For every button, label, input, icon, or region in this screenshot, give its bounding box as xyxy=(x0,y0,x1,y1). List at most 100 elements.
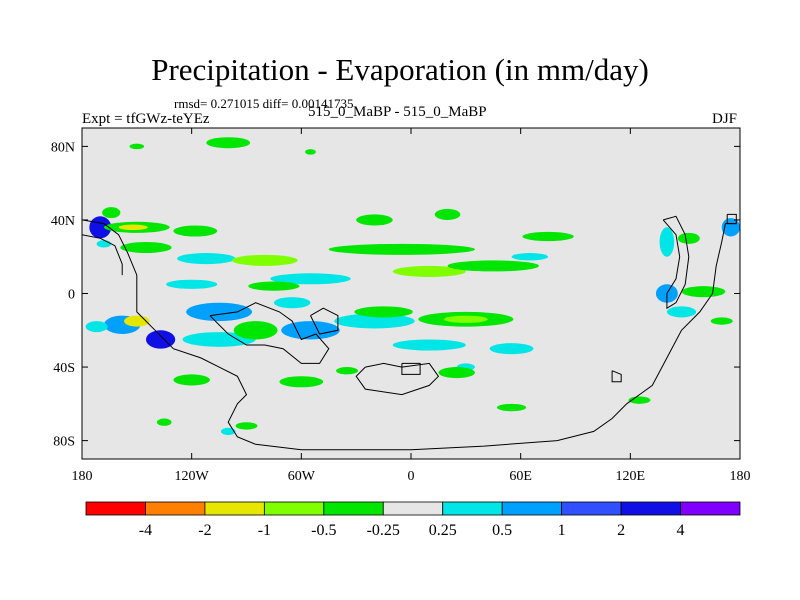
anomaly-patch xyxy=(206,137,251,149)
y-tick-label: 0 xyxy=(68,288,75,303)
anomaly-patch xyxy=(85,321,108,333)
anomaly-patch xyxy=(659,227,675,257)
anomaly-patch xyxy=(279,376,324,388)
anomaly-patch xyxy=(231,254,298,266)
anomaly-patch xyxy=(489,343,534,355)
chart-title: Precipitation - Evaporation (in mm/day) xyxy=(151,52,649,87)
colorbar-swatch xyxy=(263,501,325,516)
coastline xyxy=(82,234,123,276)
anomaly-patch xyxy=(304,149,316,155)
y-tick-label: 80N xyxy=(51,140,75,155)
coastline xyxy=(310,307,339,335)
anomaly-patch xyxy=(186,302,252,322)
anomaly-patch xyxy=(235,422,258,430)
anomaly-patch xyxy=(173,374,210,386)
coastline xyxy=(209,302,330,364)
colorbar-swatch xyxy=(204,501,265,516)
y-axis: 80N 40N 0 40S 80S xyxy=(51,140,740,450)
colorbar-swatch xyxy=(680,501,741,516)
anomaly-patch xyxy=(120,242,172,254)
anomaly-patch xyxy=(356,214,393,226)
anomaly-patch xyxy=(96,240,112,248)
colorbar-swatch xyxy=(561,501,622,516)
colorbar-swatch xyxy=(145,501,206,516)
x-tick-label: 60E xyxy=(509,469,532,484)
colorbar-label: 0.5 xyxy=(492,522,512,539)
colorbar-swatch xyxy=(620,501,681,516)
anomaly-patch xyxy=(511,253,549,261)
coastline xyxy=(726,213,737,225)
anomaly-patch xyxy=(273,297,311,309)
anomaly-patch xyxy=(522,231,574,242)
colorbar-swatch xyxy=(382,501,444,516)
anomaly-patch xyxy=(270,273,351,285)
anomaly-patch xyxy=(233,321,278,340)
anomaly-patch xyxy=(666,306,697,318)
anomaly-patch xyxy=(681,286,726,298)
anomaly-patch xyxy=(173,225,218,237)
colorbar-label: 0.25 xyxy=(429,522,457,539)
colorbar-swatch xyxy=(323,501,384,516)
anomaly-patch xyxy=(220,427,236,436)
x-tick-label: 60W xyxy=(288,469,316,484)
anomaly-patch xyxy=(334,313,415,329)
anomaly-patch xyxy=(281,321,340,340)
anomaly-patch xyxy=(677,232,700,244)
anomaly-patch xyxy=(496,403,527,412)
anomaly-patch xyxy=(102,207,121,219)
anomaly-patch xyxy=(166,279,218,289)
coastline xyxy=(355,362,440,396)
anomaly-patch xyxy=(145,330,176,349)
colorbar-label: 1 xyxy=(558,522,566,539)
colorbar-label: -0.25 xyxy=(367,522,400,539)
x-tick-label: 180 xyxy=(730,469,751,484)
colorbar-label: -2 xyxy=(198,522,211,539)
colorbar-label: 4 xyxy=(677,522,685,539)
season-label: DJF xyxy=(712,111,738,127)
anomaly-patch xyxy=(182,332,256,347)
anomaly-patch xyxy=(710,317,733,325)
y-tick-label: 40N xyxy=(51,214,75,229)
colorbar-label: -1 xyxy=(258,522,271,539)
anomaly-patch xyxy=(354,306,413,318)
x-tick-label: 0 xyxy=(408,469,415,484)
anomaly-patch xyxy=(392,339,466,351)
y-tick-label: 80S xyxy=(53,435,75,450)
x-tick-label: 180 xyxy=(72,469,93,484)
colorbar-label: -0.5 xyxy=(311,522,336,539)
anomaly-patch xyxy=(177,253,236,265)
colorbar-swatch xyxy=(442,501,503,516)
anomaly-patch xyxy=(447,260,539,272)
case-label: 515_0_MaBP - 515_0_MaBP xyxy=(308,104,487,120)
x-axis: 180 120W 60W 0 60E 120E 180 xyxy=(72,128,751,484)
anomaly-patch xyxy=(248,281,300,291)
anomaly-patch xyxy=(328,243,475,255)
anomaly-patch xyxy=(434,208,461,220)
anomaly-patch xyxy=(129,143,145,150)
anomaly-layer xyxy=(85,137,740,436)
anomaly-patch xyxy=(336,367,358,375)
coastline xyxy=(662,215,690,310)
coastline xyxy=(611,370,622,383)
coastline xyxy=(401,362,421,375)
y-tick-label: 40S xyxy=(53,361,75,376)
anomaly-patch xyxy=(392,265,466,277)
colorbar-label: 2 xyxy=(617,522,625,539)
anomaly-patch xyxy=(438,367,475,379)
colorbar: -4 -2 -1 -0.5 -0.25 0.25 0.5 1 2 4 xyxy=(85,501,741,539)
colorbar-label: -4 xyxy=(139,522,152,539)
stats-line: rmsd= 0.271015 diff= 0.00141735 xyxy=(174,96,354,111)
anomaly-patch xyxy=(118,224,148,231)
x-tick-label: 120W xyxy=(175,469,210,484)
anomaly-patch xyxy=(156,418,172,426)
coastline xyxy=(82,219,737,451)
experiment-label: Expt = tfGWz-teYEz xyxy=(82,111,210,127)
colorbar-swatch xyxy=(501,501,563,516)
plot-area xyxy=(82,128,740,459)
anomaly-patch xyxy=(443,315,488,323)
x-tick-label: 120E xyxy=(616,469,646,484)
colorbar-swatch xyxy=(85,501,146,516)
anomaly-patch xyxy=(721,218,740,237)
coastline-layer xyxy=(82,213,737,451)
